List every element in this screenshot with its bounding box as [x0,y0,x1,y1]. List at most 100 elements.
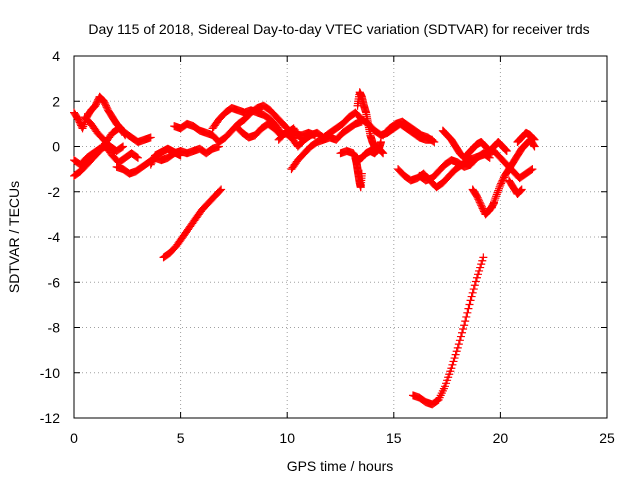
data-point [485,153,494,162]
data-point [502,146,511,155]
data-point [459,325,468,334]
data-point [430,137,439,146]
series-track-u [513,128,539,146]
x-tick-label: 10 [279,430,295,446]
data-point [517,185,526,194]
grid-lines [74,56,607,418]
series-deep-arc [408,253,488,409]
data-point [119,142,128,151]
x-tick-label: 0 [70,430,78,446]
data-point [447,364,456,373]
y-tick-label: 2 [52,93,60,109]
y-tick-label: -4 [48,229,61,245]
data-point [453,343,462,352]
series-track-m [353,88,386,156]
data-point [458,328,467,337]
series-track-n [351,153,366,192]
series-track-r [438,126,511,162]
data-point [133,153,142,162]
y-tick-labels: -12 -10 -8 -6 -4 -2 0 2 4 [40,48,60,426]
data-point [475,266,484,275]
data-point [378,148,387,157]
data-point [476,263,485,272]
data-point [492,190,501,199]
data-point [530,142,539,151]
data-point [146,133,155,142]
data-point [377,137,386,146]
data-point [490,197,499,206]
data-point [528,165,537,174]
data-point [379,149,388,158]
x-tick-label: 20 [493,430,509,446]
y-tick-label: -8 [48,320,61,336]
data-point [527,165,536,174]
data-point [468,288,477,297]
data-point [451,350,460,359]
data-point [477,260,486,269]
x-axis-title: GPS time / hours [287,458,394,474]
data-point [470,281,479,290]
data-point [494,184,503,193]
y-tick-label: -2 [48,184,61,200]
y-tick-label: 0 [52,139,60,155]
data-point [452,347,461,356]
data-point [357,169,366,178]
data-point [448,360,457,369]
data-point [464,304,473,313]
data-point [494,186,503,195]
series-track-f [146,144,185,169]
series-track-l [336,144,388,165]
data-point [117,143,126,152]
chart-title: Day 115 of 2018, Sidereal Day-to-day VTE… [88,21,589,37]
data-point [492,192,501,201]
data-point [493,188,502,197]
data-point [529,134,538,143]
data-point [529,134,538,143]
data-point [460,321,469,330]
data-point [530,135,539,144]
data-point [474,270,483,279]
data-point [465,300,474,309]
series-track-o [379,117,439,146]
data-point [478,256,487,265]
y-tick-label: -10 [40,365,60,381]
data-point [471,277,480,286]
series-descent-early [159,185,226,262]
data-point [489,199,498,208]
series-track-k [287,117,366,174]
data-point [472,273,481,282]
data-point [466,296,475,305]
data-point [495,182,504,191]
data-point [294,131,303,140]
data-point [461,317,470,326]
data-point [454,340,463,349]
data-point [516,186,525,195]
data-point [132,153,141,162]
series-track-d [80,113,128,156]
data-point [487,203,496,212]
data-point [484,153,493,162]
data-point [490,196,499,205]
data-point [479,253,488,262]
data-point [469,285,478,294]
y-tick-label: -12 [40,410,60,426]
series-track-q [415,149,494,185]
y-tick-label: 4 [52,48,60,64]
data-point [216,186,225,195]
data-point [491,194,500,203]
data-point [449,357,458,366]
data-point [217,185,226,194]
data-point [456,332,465,341]
data-point [462,312,471,321]
data-point [79,120,88,129]
data-point [78,124,87,133]
data-point [502,147,511,156]
data-point [450,354,459,363]
data-point [463,308,472,317]
data-point [467,292,476,301]
axis-ticks [73,55,608,419]
y-tick-label: -6 [48,274,61,290]
data-points [70,88,539,409]
data-point [517,186,526,195]
